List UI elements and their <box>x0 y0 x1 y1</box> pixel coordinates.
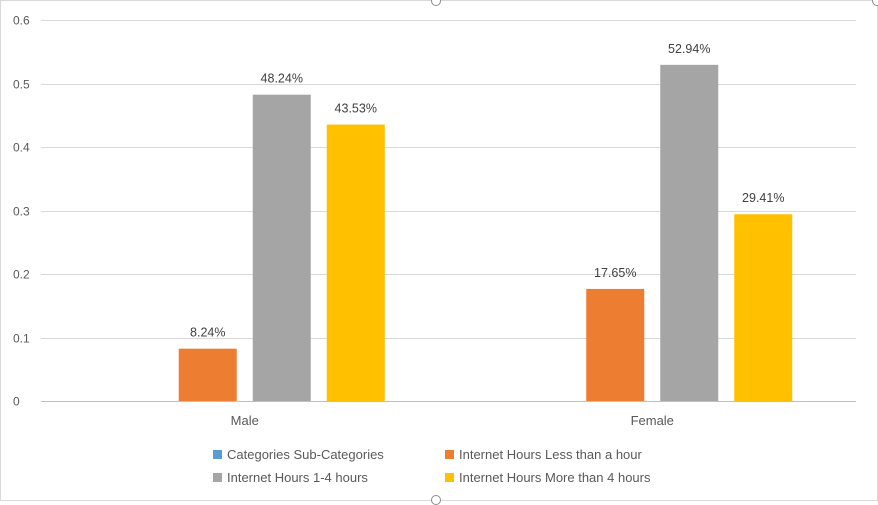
x-tick-label: Male <box>231 413 259 428</box>
y-tick-label: 0.5 <box>13 78 30 92</box>
y-tick-label: 0.1 <box>13 332 30 346</box>
data-label: 52.94% <box>668 42 710 56</box>
resize-handle-bottom[interactable] <box>431 495 441 505</box>
legend-swatch <box>213 450 222 459</box>
data-label: 43.53% <box>335 102 377 116</box>
y-axis: 0 0.1 0.2 0.3 0.4 0.5 0.6 <box>13 14 30 409</box>
y-tick-label: 0 <box>13 395 20 409</box>
legend-swatch <box>445 450 454 459</box>
y-tick-label: 0.6 <box>13 14 30 28</box>
bar[interactable] <box>660 64 719 402</box>
legend-label: Internet Hours More than 4 hours <box>459 470 651 485</box>
legend: Categories Sub-Categories Internet Hours … <box>213 447 651 485</box>
bars <box>178 64 793 402</box>
bar[interactable] <box>178 348 237 401</box>
data-label: 29.41% <box>742 191 784 205</box>
y-tick-label: 0.4 <box>13 141 30 155</box>
legend-swatch <box>213 473 222 482</box>
legend-label: Internet Hours Less than a hour <box>459 447 643 462</box>
gridlines <box>41 20 856 402</box>
bar[interactable] <box>326 124 385 401</box>
legend-label: Internet Hours 1-4 hours <box>227 470 368 485</box>
x-axis: Male Female <box>231 413 674 428</box>
legend-label: Categories Sub-Categories <box>227 447 384 462</box>
x-tick-label: Female <box>631 413 674 428</box>
resize-handle-top-right[interactable] <box>872 0 878 6</box>
data-label: 48.24% <box>261 72 303 86</box>
y-tick-label: 0.2 <box>13 268 30 282</box>
bar[interactable] <box>734 214 793 401</box>
resize-handle-top[interactable] <box>431 0 441 6</box>
data-label: 17.65% <box>594 266 636 280</box>
y-tick-label: 0.3 <box>13 205 30 219</box>
legend-swatch <box>445 473 454 482</box>
data-labels: 8.24% 48.24% 43.53% 17.65% 52.94% 29.41% <box>190 42 784 340</box>
bar[interactable] <box>586 288 645 401</box>
data-label: 8.24% <box>190 326 225 340</box>
bar[interactable] <box>252 94 311 402</box>
